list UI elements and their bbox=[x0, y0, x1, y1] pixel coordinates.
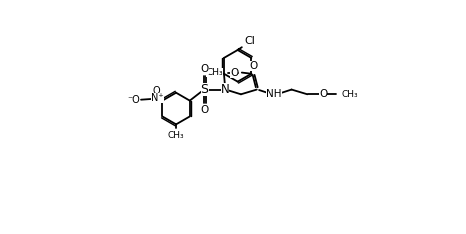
Text: CH₃: CH₃ bbox=[342, 90, 358, 99]
Text: NH: NH bbox=[267, 89, 282, 99]
Text: N: N bbox=[221, 83, 229, 96]
Text: O: O bbox=[200, 105, 209, 115]
Text: O: O bbox=[230, 68, 238, 78]
Text: O: O bbox=[319, 89, 327, 99]
Text: N⁺: N⁺ bbox=[151, 93, 164, 103]
Text: O: O bbox=[249, 61, 258, 71]
Text: CH₃: CH₃ bbox=[168, 131, 185, 140]
Text: S: S bbox=[200, 83, 209, 96]
Text: ⁻O: ⁻O bbox=[128, 95, 140, 105]
Text: O: O bbox=[153, 85, 160, 95]
Text: Cl: Cl bbox=[244, 36, 255, 46]
Text: CH₃: CH₃ bbox=[206, 68, 223, 77]
Text: O: O bbox=[200, 64, 209, 74]
